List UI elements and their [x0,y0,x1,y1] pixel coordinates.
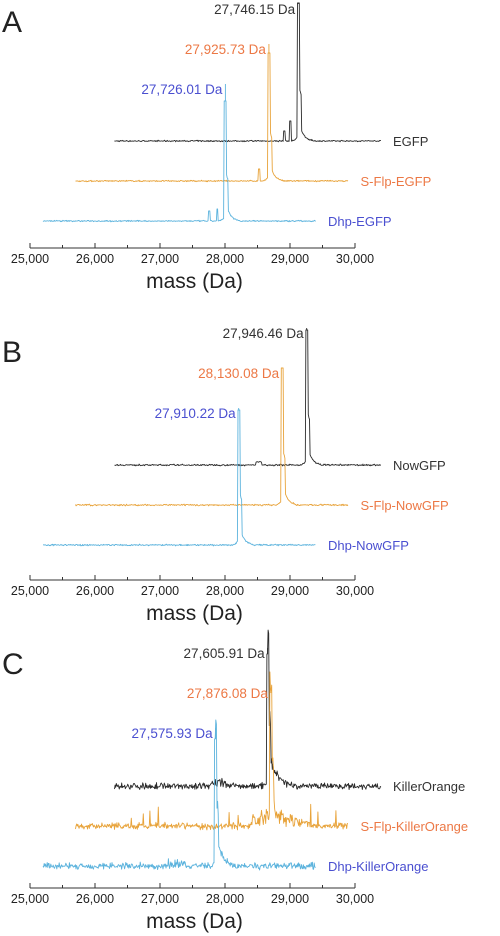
x-tick-label: 29,000 [271,584,309,598]
x-tick-label: 27,000 [141,252,179,266]
x-tick-label: 30,000 [336,252,374,266]
trace-name-label: KillerOrange [393,779,465,794]
peak-label: 27,910.22 Da [155,406,237,421]
x-tick-label: 28,000 [206,252,244,266]
x-tick-label: 28,000 [206,584,244,598]
trace-name-label: Dhp-KillerOrange [328,859,428,874]
x-tick-label: 25,000 [11,252,49,266]
peak-label: 27,726.01 Da [141,82,223,97]
x-tick-label: 25,000 [11,584,49,598]
peak-label: 27,925.73 Da [185,42,267,57]
trace-name-label: S-Flp-EGFP [361,174,432,189]
peak-label: 27,605.91 Da [184,646,266,661]
panel-c: C 25,000 26,000 27,000 28,000 29,000 30,000 mas… [2,629,469,933]
x-tick-label: 26,000 [76,892,114,906]
trace-name-label: Dhp-NowGFP [328,538,409,553]
x-tick-label: 30,000 [336,892,374,906]
x-axis-title: mass (Da) [146,910,243,933]
trace-egfp [114,2,381,143]
trace-dhp-egfp [42,100,316,223]
x-tick-label: 26,000 [76,252,114,266]
trace-s-flp-egfp [75,52,349,183]
x-tick-label: 25,000 [11,892,49,906]
peak-label: 27,746.15 Da [214,2,296,17]
x-tick-label: 26,000 [76,584,114,598]
x-tick-label: 29,000 [271,892,309,906]
panel-letter: C [2,648,24,681]
trace-name-label: EGFP [393,134,428,149]
panel-b: B 25,000 26,000 27,000 28,000 29,000 30,000 mas… [2,326,449,625]
x-tick-label: 30,000 [336,584,374,598]
panel-letter: B [2,336,22,369]
trace-name-label: NowGFP [393,458,446,473]
panel-a: A 25,000 26,000 27,000 28,000 29,000 30,000 mas… [2,2,431,293]
trace-killerorange [114,629,382,791]
x-axis-title: mass (Da) [146,270,243,293]
trace-dhp-killerorange [42,719,316,871]
panel-letter: A [2,6,22,39]
trace-name-label: S-Flp-NowGFP [361,498,449,513]
trace-s-flp-nowgfp [75,367,349,507]
x-tick-label: 27,000 [141,584,179,598]
peak-label: 27,946.46 Da [223,326,305,341]
trace-name-label: Dhp-EGFP [328,214,392,229]
peak-label: 27,876.08 Da [187,686,269,701]
trace-name-label: S-Flp-KillerOrange [361,819,469,834]
peak-label: 28,130.08 Da [198,366,280,381]
peak-label: 27,575.93 Da [132,726,214,741]
trace-nowgfp [114,329,382,467]
x-tick-label: 27,000 [141,892,179,906]
trace-dhp-nowgfp [43,409,316,547]
x-axis-title: mass (Da) [146,602,243,625]
x-tick-label: 28,000 [206,892,244,906]
x-tick-label: 29,000 [271,252,309,266]
trace-s-flp-killerorange [75,671,348,831]
